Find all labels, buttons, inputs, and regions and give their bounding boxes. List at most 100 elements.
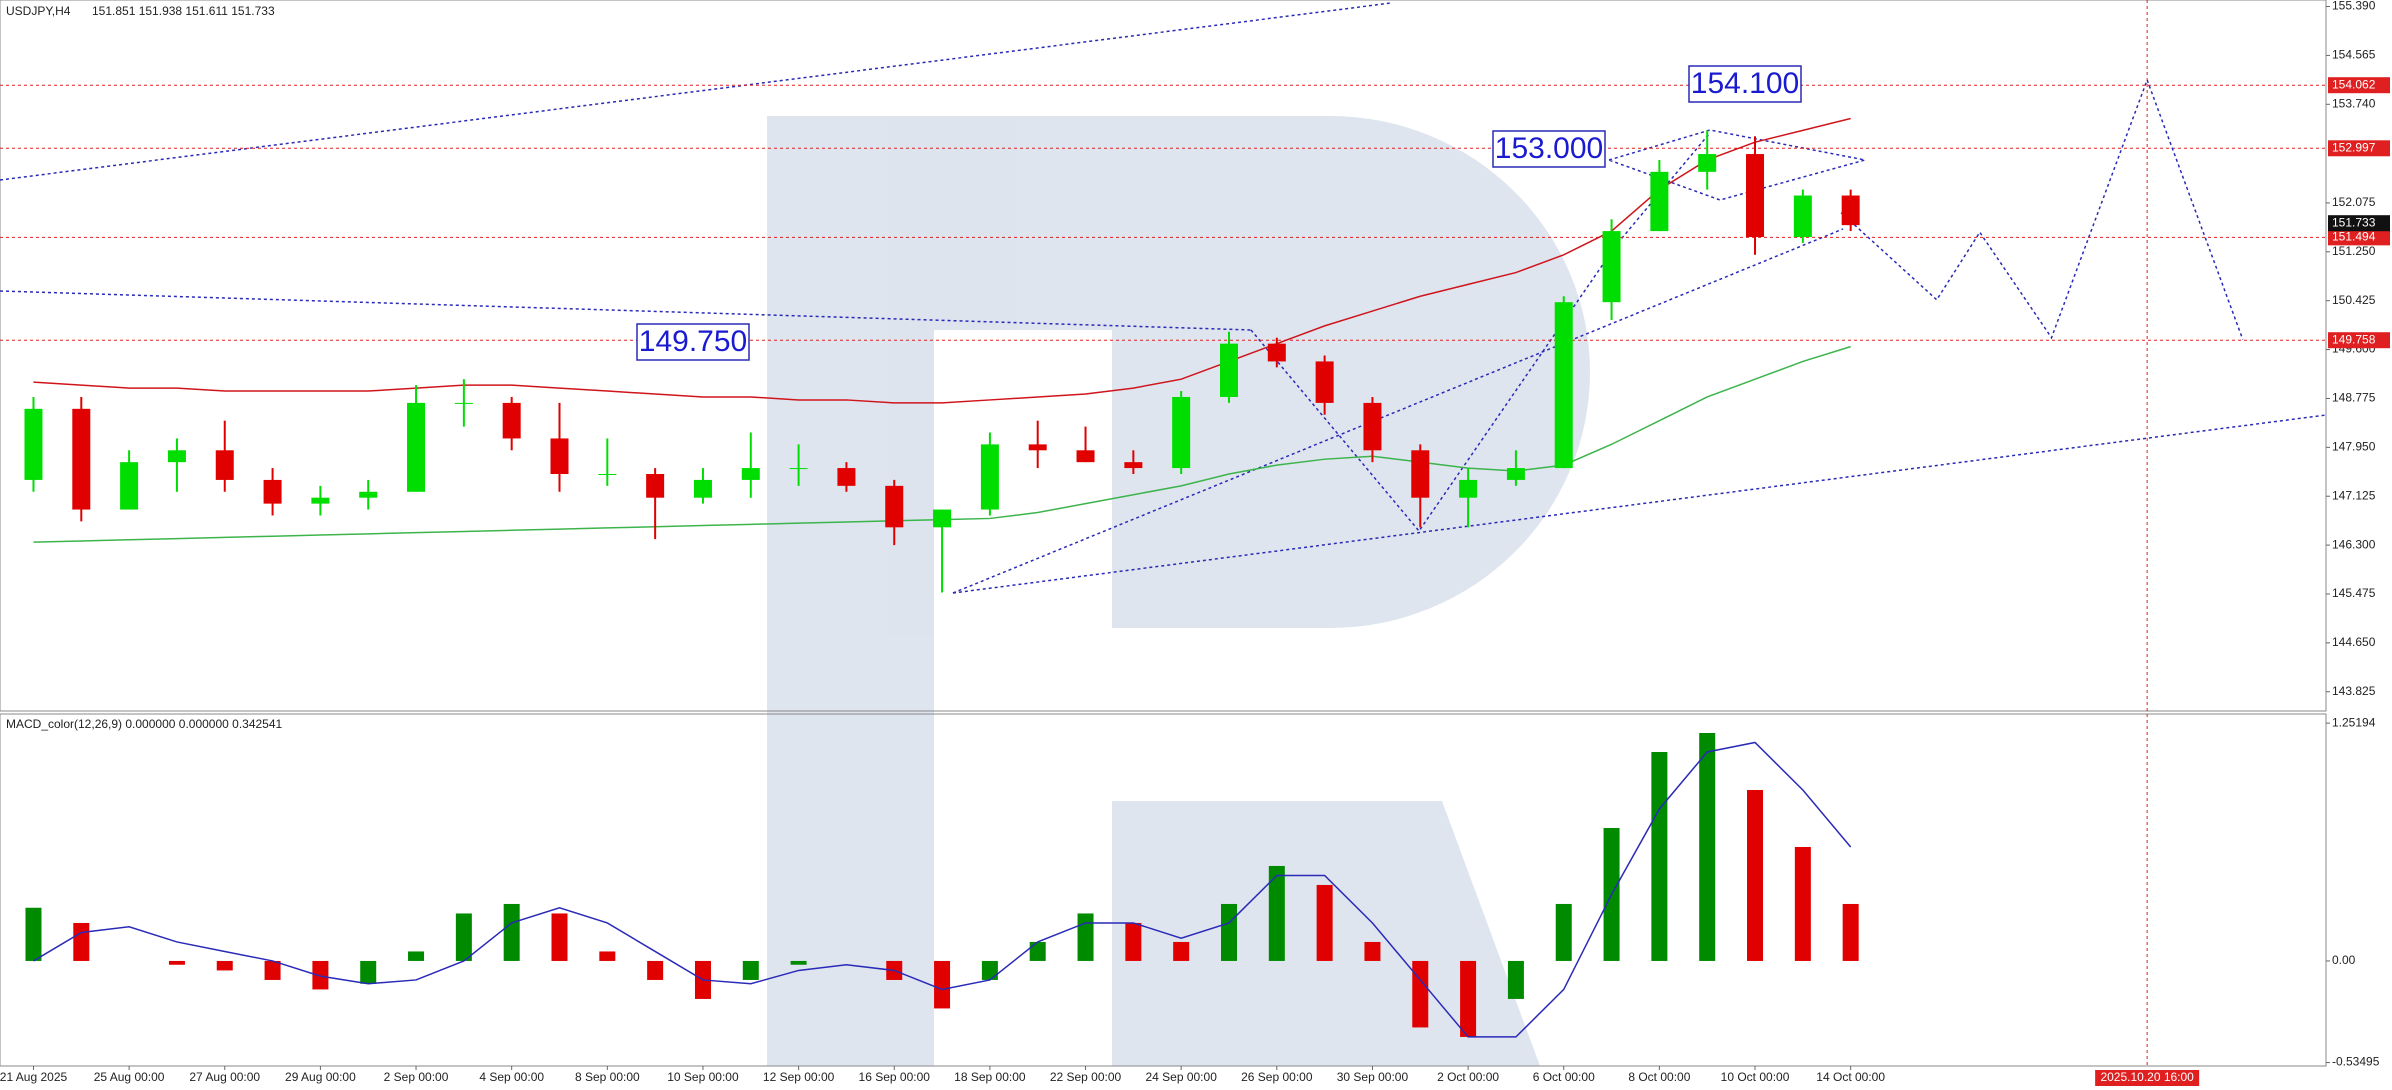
y-tick-label: 144.650 <box>2332 635 2376 649</box>
x-tick-label: 4 Sep 00:00 <box>479 1070 544 1084</box>
y-tick-label: 151.250 <box>2332 244 2376 258</box>
candle-body <box>407 402 426 492</box>
y-tick-label: 152.075 <box>2332 195 2376 209</box>
candle-body <box>1746 154 1765 237</box>
macd-bar <box>599 951 616 961</box>
candle-body <box>646 474 665 498</box>
candle-body <box>550 438 569 474</box>
crosshair-label: 2025.10.20 16:00 <box>2100 1070 2194 1084</box>
annotation-box <box>1688 65 1802 103</box>
annotation: 153.000 <box>1495 132 1603 165</box>
macd-bar <box>25 907 42 961</box>
x-tick-label: 27 Aug 00:00 <box>189 1070 260 1084</box>
candle-body <box>359 491 378 498</box>
macd-bar <box>1555 903 1572 961</box>
ohlc-text: 151.851 151.938 151.611 151.733 <box>92 4 275 18</box>
y-tick-label: 155.390 <box>2332 0 2376 13</box>
y-tick-label: 150.425 <box>2332 293 2376 307</box>
annotation-box <box>1492 130 1606 168</box>
candle-body <box>1602 231 1621 303</box>
x-tick-label: 2 Oct 00:00 <box>1437 1070 1499 1084</box>
y-tick-label: 154.565 <box>2332 48 2376 62</box>
y-tick-label: 153.740 <box>2332 96 2376 110</box>
price-panel <box>0 0 2327 712</box>
x-tick-label: 14 Oct 00:00 <box>1816 1070 1885 1084</box>
level-box <box>2328 77 2390 94</box>
candle-body <box>885 485 904 528</box>
level-label: 152.997 <box>2332 140 2376 154</box>
macd-bar <box>1412 960 1429 1028</box>
candle-body <box>980 444 999 510</box>
level-label: 149.758 <box>2332 332 2376 346</box>
forecast <box>1840 77 2244 340</box>
candle-body <box>1076 450 1095 463</box>
macd-bar <box>1029 941 1046 961</box>
macd-tick-label: -0.53495 <box>2332 1055 2380 1069</box>
crosshair-box <box>2095 1070 2200 1086</box>
annotation: 149.750 <box>639 325 747 358</box>
candle-body <box>1124 462 1143 469</box>
candle-body <box>1411 450 1430 498</box>
y-tick-label: 147.125 <box>2332 488 2376 502</box>
candle-body <box>1267 343 1286 362</box>
macd-bar <box>1220 903 1237 961</box>
macd-bar <box>1077 913 1094 961</box>
x-tick-label: 10 Oct 00:00 <box>1721 1070 1790 1084</box>
x-tick-label: 16 Sep 00:00 <box>859 1070 931 1084</box>
x-tick-label: 2 Sep 00:00 <box>384 1070 449 1084</box>
x-tick-label: 18 Sep 00:00 <box>954 1070 1026 1084</box>
macd-bar <box>73 922 90 961</box>
candle-body <box>311 497 330 504</box>
x-tick-label: 6 Oct 00:00 <box>1533 1070 1595 1084</box>
macd-bar <box>551 913 568 961</box>
macd-bar <box>168 960 185 965</box>
macd-bar <box>1316 884 1333 961</box>
annotation: 154.100 <box>1691 67 1799 100</box>
macd-bar <box>1507 960 1524 999</box>
level-label: 151.494 <box>2332 230 2376 244</box>
macd-bar <box>455 913 472 961</box>
y-tick-label: 148.775 <box>2332 391 2376 405</box>
macd-bar <box>1268 865 1285 961</box>
level-box <box>2328 140 2390 157</box>
candle-body <box>263 479 282 504</box>
x-tick-label: 8 Oct 00:00 <box>1628 1070 1690 1084</box>
macd-bar <box>981 960 998 980</box>
x-tick-label: 25 Aug 00:00 <box>94 1070 165 1084</box>
candle-body <box>741 468 760 480</box>
macd-bar <box>408 951 425 961</box>
x-tick-label: 22 Sep 00:00 <box>1050 1070 1122 1084</box>
price-label: 151.733 <box>2332 215 2376 229</box>
y-tick-label: 146.300 <box>2332 537 2376 551</box>
candle-body <box>167 450 186 463</box>
macd-bar <box>503 903 520 961</box>
x-tick-label: 30 Sep 00:00 <box>1337 1070 1409 1084</box>
candle-body <box>1506 468 1525 480</box>
x-tick-label: 26 Sep 00:00 <box>1241 1070 1313 1084</box>
candle-body <box>789 468 808 470</box>
candle-body <box>454 402 473 404</box>
macd-bar <box>790 960 807 965</box>
macd-tick-label: 1.25194 <box>2332 715 2376 729</box>
macd-bar <box>934 960 951 1009</box>
candle-body <box>1698 154 1717 172</box>
x-tick-label: 10 Sep 00:00 <box>667 1070 739 1084</box>
candle-body <box>120 462 139 510</box>
candle-body <box>1028 444 1047 451</box>
candle-body <box>502 402 521 439</box>
candle-body <box>1841 195 1860 226</box>
macd-bar <box>1460 960 1477 1037</box>
trend-lines <box>0 2 2327 594</box>
macd-tick-label: 0.00 <box>2332 953 2356 967</box>
level-box <box>2328 229 2390 246</box>
candle-body <box>933 509 952 528</box>
macd-bar <box>312 960 329 990</box>
candle-body <box>1650 171 1669 232</box>
candle-body <box>1172 396 1191 469</box>
candle-body <box>1554 302 1573 469</box>
macd-title: MACD_color(12,26,9) 0.000000 0.000000 0.… <box>6 717 283 731</box>
x-tick-label: 29 Aug 00:00 <box>285 1070 356 1084</box>
x-tick-label: 24 Sep 00:00 <box>1145 1070 1217 1084</box>
candle-body <box>693 479 712 498</box>
